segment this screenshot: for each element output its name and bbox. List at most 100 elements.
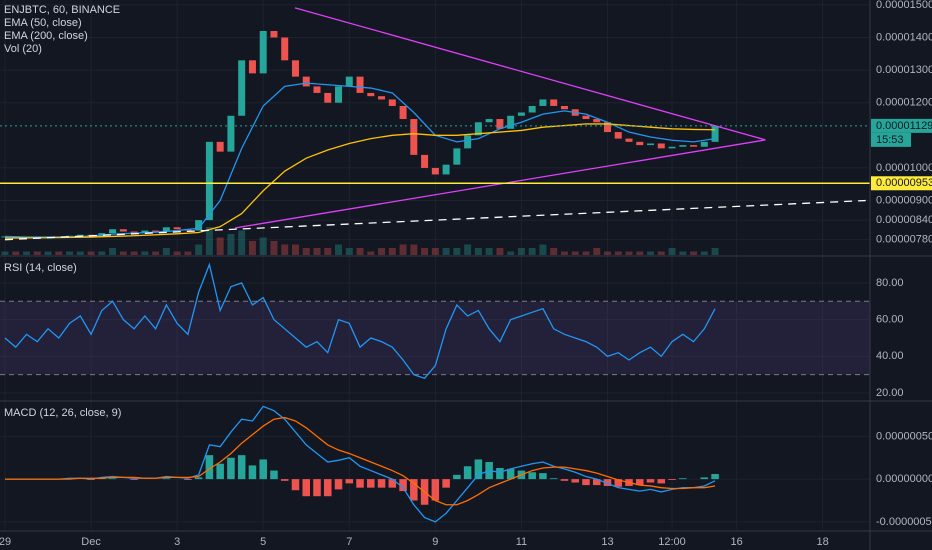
histogram-bar	[302, 479, 311, 497]
volume-bar	[248, 241, 256, 255]
legend-entry: EMA (50, close)	[4, 17, 82, 29]
volume-bar	[33, 251, 41, 255]
x-tick-label: 7	[346, 536, 352, 548]
histogram-bar	[453, 474, 461, 480]
y-tick-label: 20.00	[876, 387, 904, 399]
volume-bar	[679, 251, 687, 255]
volume-bar	[603, 251, 611, 255]
candle-body	[399, 105, 407, 120]
volume-bar	[195, 244, 203, 255]
volume-bar	[335, 244, 343, 255]
price-label-box	[871, 176, 932, 191]
volume-bar	[173, 251, 181, 255]
volume-bar	[345, 248, 353, 255]
histogram-bar	[130, 479, 138, 480]
volume-bar	[421, 248, 429, 255]
x-tick-label: Dec	[81, 536, 101, 548]
histogram-bar	[657, 479, 666, 484]
volume-bar	[87, 251, 95, 255]
volume-bar	[152, 251, 160, 255]
volume-bar	[496, 248, 504, 255]
candle-body	[173, 227, 181, 230]
volume-bar	[162, 248, 170, 255]
histogram-bar	[442, 479, 450, 488]
histogram-bar	[334, 479, 343, 490]
volume-bar	[1, 251, 9, 255]
histogram-bar	[356, 479, 364, 488]
candle-body	[485, 119, 493, 123]
candle-body	[109, 229, 117, 234]
candle-body	[195, 220, 203, 231]
histogram-bar	[216, 463, 224, 480]
volume-bar	[44, 251, 52, 255]
x-tick-label: 13	[601, 536, 613, 548]
candle-body	[313, 86, 321, 93]
pane-title: MACD (12, 26, close, 9)	[4, 407, 121, 419]
histogram-bar	[237, 455, 246, 480]
candle-body	[614, 132, 622, 139]
volume-bar	[690, 251, 698, 255]
volume-bar	[313, 248, 321, 255]
candle-body	[496, 119, 504, 129]
histogram-bar	[603, 479, 612, 486]
volume-bar	[388, 248, 396, 255]
candle-body	[442, 164, 450, 175]
candle-body	[582, 115, 590, 120]
candle-body	[291, 60, 299, 77]
volume-bar	[700, 251, 708, 255]
y-tick-label: 0.00000900	[876, 194, 932, 206]
histogram-bar	[549, 478, 558, 480]
y-tick-label: 0.00000000	[876, 473, 932, 485]
y-tick-label: 0.00001200	[876, 97, 932, 109]
histogram-bar	[496, 467, 504, 480]
candle-body	[560, 105, 568, 110]
countdown-label: 15:53	[876, 134, 904, 146]
series-line	[4, 416, 716, 506]
candle-body	[421, 154, 429, 168]
volume-bar	[281, 244, 289, 255]
candle-body	[238, 60, 246, 116]
volume-bar	[550, 248, 558, 255]
volume-bar	[431, 248, 439, 255]
volume-bar	[141, 251, 149, 255]
x-tick-label: 5	[260, 536, 266, 548]
x-tick-label: 9	[432, 536, 438, 548]
volume-bar	[582, 251, 590, 255]
y-tick-label: 0.00001300	[876, 64, 932, 76]
volume-bar	[399, 244, 407, 255]
volume-bar	[539, 244, 547, 255]
histogram-bar	[539, 473, 547, 480]
candle-body	[130, 231, 138, 234]
volume-bar	[474, 248, 482, 255]
candle-body	[335, 86, 343, 103]
volume-bar	[636, 251, 644, 255]
histogram-bar	[259, 459, 267, 480]
volume-bar	[485, 248, 493, 255]
candle-body	[507, 115, 515, 129]
candle-body	[625, 138, 633, 142]
histogram-bar	[399, 479, 407, 492]
candle-body	[711, 125, 719, 142]
series-line	[4, 262, 716, 380]
histogram-bar	[679, 478, 687, 480]
histogram-bar	[345, 479, 354, 484]
candle-body	[259, 30, 267, 74]
volume-bar	[528, 248, 536, 255]
x-tick-label: 12:00	[658, 536, 686, 548]
countdown-box	[871, 132, 911, 147]
histogram-bar	[582, 479, 590, 486]
histogram-bar	[313, 479, 321, 497]
volume-bar	[614, 251, 622, 255]
candle-body	[324, 92, 332, 103]
candle-body	[453, 148, 461, 165]
candle-body	[281, 37, 289, 61]
candle-body	[227, 115, 235, 152]
candle-body	[690, 145, 698, 147]
volume-bar	[356, 248, 364, 255]
pane-title: RSI (14, close)	[4, 262, 77, 274]
volume-bar	[507, 251, 515, 255]
volume-bar	[464, 244, 472, 255]
histogram-bar	[431, 479, 440, 501]
y-tick-label: -0.00000050	[876, 516, 932, 528]
